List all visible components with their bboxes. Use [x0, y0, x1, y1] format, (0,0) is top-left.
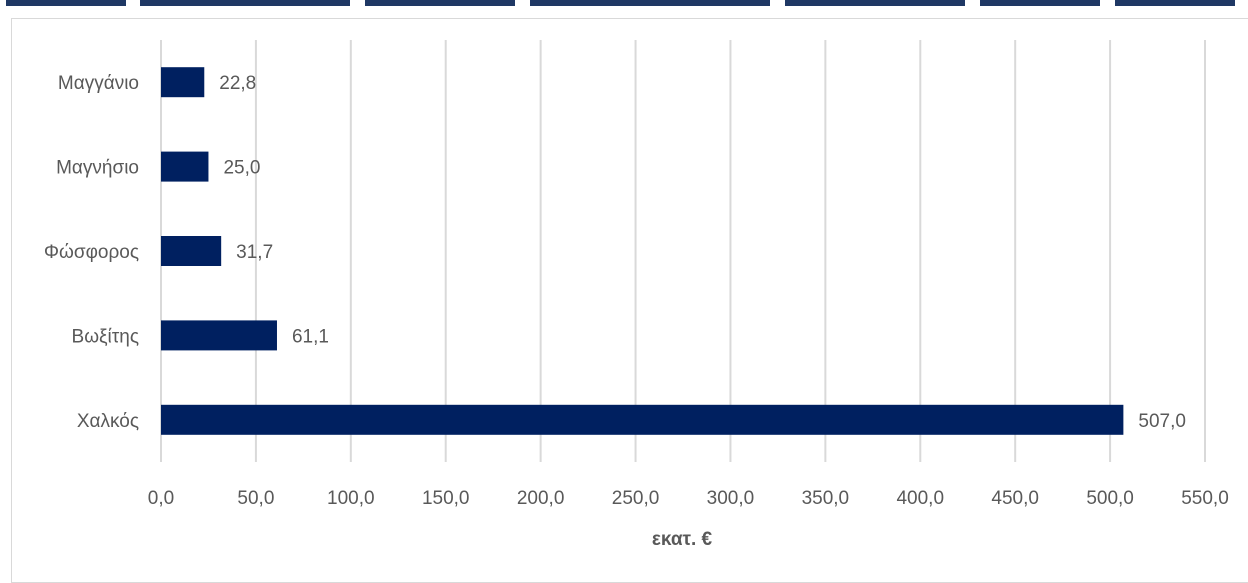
category-label: Βωξίτης: [72, 326, 139, 347]
x-tick-label: 100,0: [327, 488, 375, 509]
data-label: 31,7: [236, 242, 273, 263]
cropped-title-strip: [0, 0, 1248, 14]
x-axis-label: εκατ. €: [652, 529, 713, 550]
category-labels: Μαγγάνιο Μαγνήσιο Φώσφορος Βωξίτης Χαλκός: [44, 73, 139, 432]
x-tick-label: 200,0: [517, 488, 565, 509]
x-tick-label: 250,0: [612, 488, 660, 509]
data-labels: 22,8 25,0 31,7 61,1 507,0: [219, 73, 1186, 432]
chart-frame: [11, 18, 1248, 583]
category-label: Φώσφορος: [44, 242, 139, 263]
x-tick-label: 400,0: [896, 488, 944, 509]
bar: [161, 404, 1124, 435]
cropped-title-text: [6, 0, 1235, 6]
category-label: Μαγγάνιο: [58, 73, 139, 94]
grid-lines: [160, 40, 1206, 462]
x-tick-label: 350,0: [802, 488, 850, 509]
category-label: Μαγνήσιο: [56, 158, 139, 179]
x-tick-label: 550,0: [1181, 488, 1229, 509]
x-tick-label: 0,0: [148, 488, 174, 509]
data-label: 61,1: [292, 326, 329, 347]
bar: [161, 236, 222, 266]
bars: [161, 67, 1124, 435]
x-tick-label: 50,0: [237, 488, 274, 509]
x-tick-label: 300,0: [707, 488, 755, 509]
x-tick-label: 450,0: [991, 488, 1039, 509]
bar: [161, 67, 205, 98]
x-tick-labels: 0,0 50,0 100,0 150,0 200,0 250,0 300,0 350,0 400…: [148, 488, 1229, 509]
x-tick-label: 500,0: [1086, 488, 1134, 509]
data-label: 507,0: [1138, 411, 1186, 432]
bar: [161, 151, 209, 182]
x-tick-label: 150,0: [422, 488, 470, 509]
bar: [161, 320, 277, 351]
data-label: 25,0: [223, 158, 260, 179]
category-label: Χαλκός: [77, 411, 139, 432]
data-label: 22,8: [219, 73, 256, 94]
